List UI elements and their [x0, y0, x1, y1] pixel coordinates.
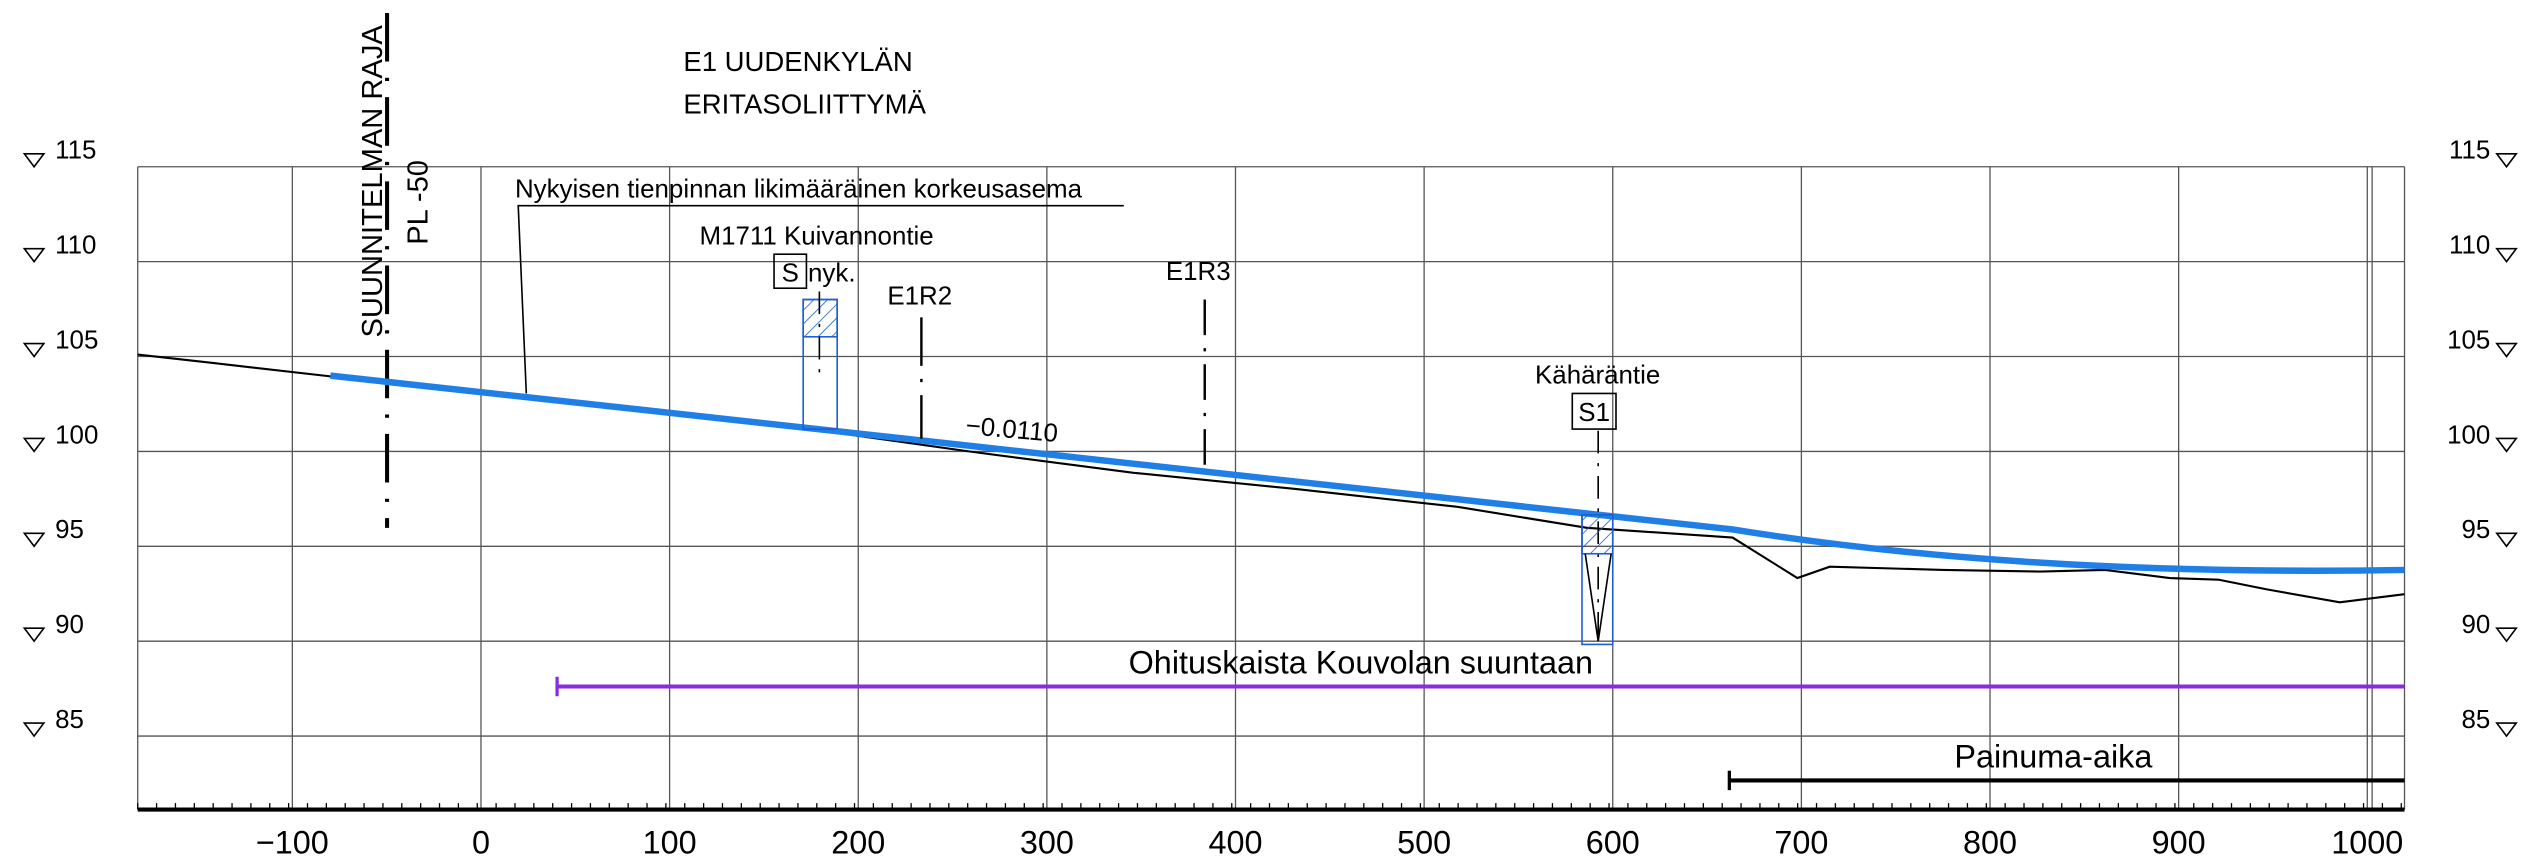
elevation-label: 105 — [2447, 326, 2490, 354]
elevation-label: 90 — [2462, 611, 2491, 639]
elevation-label: 85 — [55, 706, 84, 734]
design-line — [330, 372, 2405, 574]
level-marker — [2495, 153, 2518, 169]
level-marker — [2495, 532, 2518, 548]
level-marker — [22, 247, 46, 264]
structure-deck — [1581, 514, 1614, 555]
x-tick-label: 100 — [643, 824, 697, 860]
passing-lane-label: Ohituskaista Kouvolan suuntaan — [1129, 645, 1593, 681]
level-marker — [2495, 247, 2518, 264]
existing-surface-label: Nykyisen tienpinnan likimääräinen korkeu… — [515, 176, 1083, 204]
level-marker — [2495, 437, 2518, 453]
crossing-suffix: nyk. — [808, 260, 855, 288]
crossing-box — [1571, 392, 1617, 430]
crossing-box — [773, 253, 808, 290]
level-marker — [22, 342, 46, 358]
x-tick-label: 300 — [1020, 824, 1074, 860]
x-tick-label: 1000 — [2331, 824, 2403, 860]
slope-label: −0.0110 — [965, 412, 1059, 448]
elevation-label: 85 — [2462, 706, 2491, 734]
boundary-label: SUUNNITELMAN RAJA — [357, 25, 389, 338]
x-tick-label: −100 — [256, 824, 329, 860]
title-line: E1 UUDENKYLÄN — [683, 46, 912, 77]
crossing-box-label: S — [782, 260, 799, 288]
grid — [137, 166, 2406, 810]
elevation-label: 100 — [2447, 421, 2490, 449]
x-tick-label: 600 — [1586, 824, 1640, 860]
x-tick-label: 400 — [1208, 824, 1262, 860]
elevation-label: 115 — [55, 137, 96, 165]
x-tick-label: 200 — [831, 824, 885, 860]
level-marker — [2495, 722, 2518, 738]
x-tick-label: 800 — [1963, 824, 2017, 860]
elevation-label: 95 — [2462, 516, 2491, 544]
level-marker — [2495, 342, 2518, 358]
x-tick-label: 0 — [472, 824, 490, 860]
boundary-station: PL -50 — [403, 160, 435, 245]
settlement-label: Painuma-aika — [1954, 738, 2152, 774]
elevation-label: 110 — [2449, 232, 2490, 260]
ramp-label: E1R3 — [1166, 258, 1231, 286]
crossing-name: Kähäräntie — [1535, 362, 1660, 390]
crossing-name: M1711 Kuivannontie — [700, 222, 934, 250]
title-line: ERITASOLIITTYMÄ — [683, 88, 926, 119]
level-marker — [22, 153, 46, 169]
x-tick-label: 500 — [1397, 824, 1451, 860]
ramp-label: E1R2 — [887, 282, 952, 310]
level-marker — [22, 722, 46, 738]
elevation-label: 100 — [55, 421, 98, 449]
level-marker — [2495, 627, 2518, 643]
x-tick-label: 700 — [1774, 824, 1828, 860]
crossing-box-label: S1 — [1578, 399, 1610, 427]
structure-v — [1584, 553, 1612, 642]
leader-line — [517, 204, 1124, 394]
minor-ticks — [137, 803, 2402, 810]
level-marker — [22, 532, 46, 548]
elevation-label: 110 — [55, 232, 96, 260]
x-tick-label: 900 — [2152, 824, 2206, 860]
elevation-label: 105 — [55, 326, 98, 354]
elevation-label: 115 — [2449, 137, 2490, 165]
elevation-label: 90 — [55, 611, 84, 639]
level-marker — [22, 437, 46, 453]
level-marker — [22, 627, 46, 643]
elevation-label: 95 — [55, 516, 84, 544]
